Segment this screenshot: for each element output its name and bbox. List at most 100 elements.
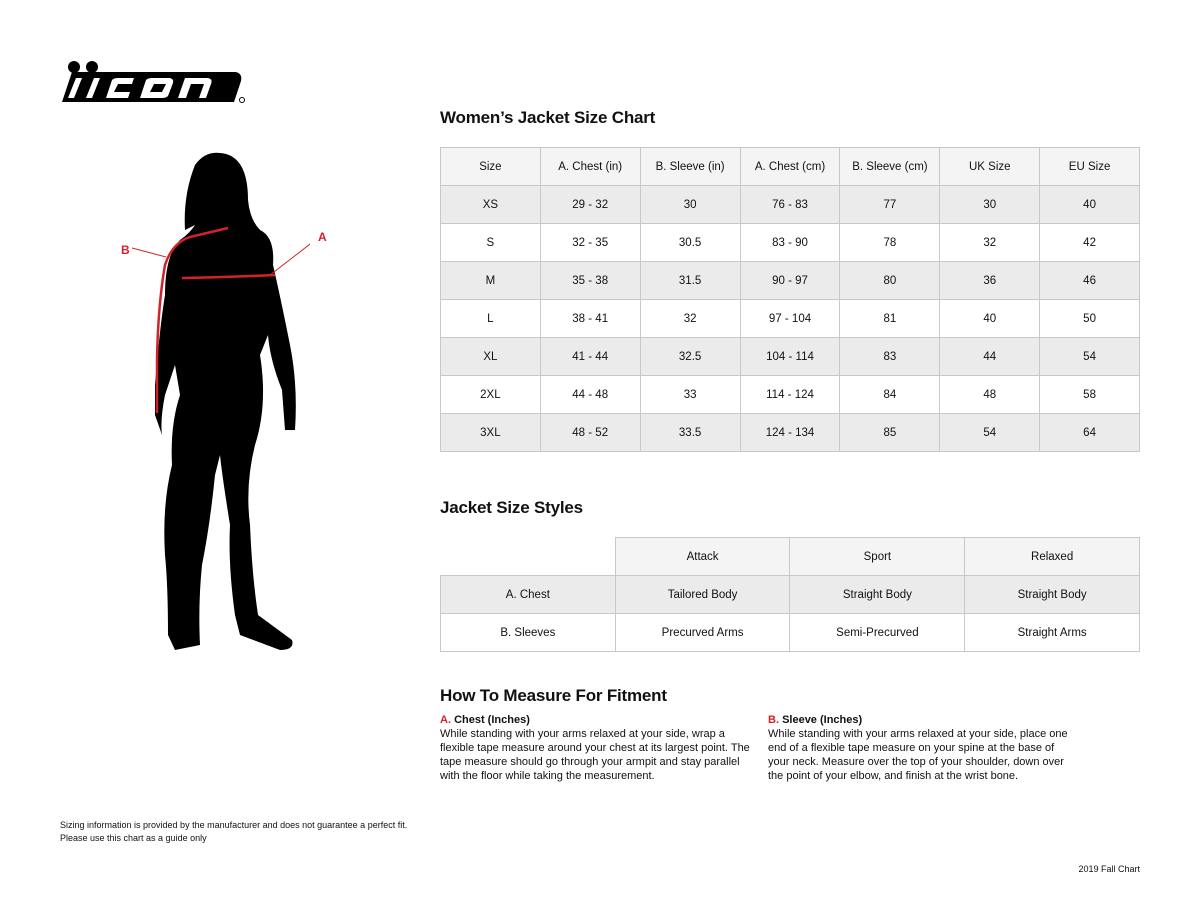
empty-corner-cell — [440, 537, 616, 576]
column-header: Attack — [614, 537, 791, 576]
table-cell: M — [440, 261, 541, 300]
table-cell: 29 - 32 — [539, 185, 641, 224]
chest-instructions: A. Chest (Inches) While standing with yo… — [440, 713, 750, 783]
column-header: B. Sleeve (cm) — [839, 147, 941, 186]
table-cell: 33 — [639, 375, 741, 414]
woman-silhouette-figure — [131, 152, 310, 650]
table-row: 2XL 44 - 48 33 114 - 124 84 48 58 — [440, 375, 1140, 414]
table-cell: Straight Arms — [964, 613, 1140, 652]
table-row: S 32 - 35 30.5 83 - 90 78 32 42 — [440, 223, 1140, 262]
table-cell: Semi-Precurved — [789, 613, 966, 652]
table-cell: 32 - 35 — [539, 223, 641, 262]
column-header: EU Size — [1039, 147, 1140, 186]
header-row: Attack Sport Relaxed — [440, 537, 1140, 576]
table-cell: 97 - 104 — [739, 299, 841, 338]
sleeve-instructions: B. Sleeve (Inches) While standing with y… — [768, 713, 1078, 783]
table-cell: 124 - 134 — [739, 413, 841, 452]
table-cell: 76 - 83 — [739, 185, 841, 224]
table-cell: 54 — [1039, 337, 1140, 376]
table-cell: 30 — [939, 185, 1041, 224]
table-cell: 90 - 97 — [739, 261, 841, 300]
column-header: Sport — [789, 537, 966, 576]
table-row: L 38 - 41 32 97 - 104 81 40 50 — [440, 299, 1140, 338]
table-cell: S — [440, 223, 541, 262]
column-header: UK Size — [939, 147, 1041, 186]
table-cell: 80 — [839, 261, 941, 300]
table-cell: 31.5 — [639, 261, 741, 300]
disclaimer-line-1: Sizing information is provided by the ma… — [60, 820, 408, 830]
table-cell: 83 — [839, 337, 941, 376]
table-cell: 44 — [939, 337, 1041, 376]
table-cell: 44 - 48 — [539, 375, 641, 414]
column-header: Size — [440, 147, 541, 186]
table-cell: 30 — [639, 185, 741, 224]
table-cell: 54 — [939, 413, 1041, 452]
table-cell: 84 — [839, 375, 941, 414]
column-header: B. Sleeve (in) — [639, 147, 741, 186]
table-cell: 2XL — [440, 375, 541, 414]
table-cell: 83 - 90 — [739, 223, 841, 262]
column-header: A. Chest (in) — [539, 147, 641, 186]
table-cell: 50 — [1039, 299, 1140, 338]
column-header: A. Chest (cm) — [739, 147, 841, 186]
chest-letter: A. — [440, 714, 451, 726]
table-cell: 78 — [839, 223, 941, 262]
table-cell: 40 — [939, 299, 1041, 338]
disclaimer-line-2: Please use this chart as a guide only — [60, 832, 207, 843]
sleeve-heading: Sleeve (Inches) — [782, 714, 863, 726]
table-row: A. Chest Tailored Body Straight Body Straig… — [440, 575, 1140, 614]
table-cell: 3XL — [440, 413, 541, 452]
table-row: XL 41 - 44 32.5 104 - 114 83 44 54 — [440, 337, 1140, 376]
table-cell: 104 - 114 — [739, 337, 841, 376]
table-cell: 114 - 124 — [739, 375, 841, 414]
header-row: Size A. Chest (in) B. Sleeve (in) A. Chest … — [440, 147, 1140, 186]
table-cell: Precurved Arms — [614, 613, 791, 652]
table-cell: XL — [440, 337, 541, 376]
table-cell: L — [440, 299, 541, 338]
row-label: B. Sleeves — [440, 613, 616, 652]
disclaimer: Sizing information is provided by the ma… — [60, 819, 407, 844]
table-row: B. Sleeves Precurved Arms Semi-Precurved St… — [440, 613, 1140, 652]
table-cell: 64 — [1039, 413, 1140, 452]
table-cell: 48 — [939, 375, 1041, 414]
table-row: M 35 - 38 31.5 90 - 97 80 36 46 — [440, 261, 1140, 300]
table-cell: 38 - 41 — [539, 299, 641, 338]
table-cell: 33.5 — [639, 413, 741, 452]
size-chart-title: Women’s Jacket Size Chart — [440, 108, 656, 127]
sleeve-letter: B. — [768, 714, 779, 726]
table-row: XS 29 - 32 30 76 - 83 77 30 40 — [440, 185, 1140, 224]
row-label: A. Chest — [440, 575, 616, 614]
table-cell: 35 - 38 — [539, 261, 641, 300]
styles-title: Jacket Size Styles — [440, 498, 583, 517]
table-cell: XS — [440, 185, 541, 224]
table-cell: 46 — [1039, 261, 1140, 300]
table-cell: Straight Body — [789, 575, 966, 614]
table-cell: 77 — [839, 185, 941, 224]
chest-text: While standing with your arms relaxed at… — [440, 728, 750, 782]
column-header: Relaxed — [964, 537, 1140, 576]
table-cell: 41 - 44 — [539, 337, 641, 376]
table-cell: 30.5 — [639, 223, 741, 262]
table-cell: 32 — [939, 223, 1041, 262]
measure-title: How To Measure For Fitment — [440, 686, 667, 705]
sleeve-text: While standing with your arms relaxed at… — [768, 728, 1068, 782]
table-cell: 42 — [1039, 223, 1140, 262]
size-chart-table: Size A. Chest (in) B. Sleeve (in) A. Chest … — [440, 147, 1140, 452]
table-cell: Tailored Body — [614, 575, 791, 614]
table-cell: 85 — [839, 413, 941, 452]
styles-table: Attack Sport Relaxed A. Chest Tailored Body S… — [440, 537, 1140, 652]
table-cell: 48 - 52 — [539, 413, 641, 452]
figure-label-a: A — [318, 230, 327, 244]
table-cell: 32 — [639, 299, 741, 338]
table-cell: 32.5 — [639, 337, 741, 376]
table-cell: 36 — [939, 261, 1041, 300]
table-cell: 40 — [1039, 185, 1140, 224]
footer-label: 2019 Fall Chart — [1078, 864, 1140, 874]
table-cell: 81 — [839, 299, 941, 338]
icon-brand-logo — [62, 61, 245, 103]
table-row: 3XL 48 - 52 33.5 124 - 134 85 54 64 — [440, 413, 1140, 452]
table-cell: 58 — [1039, 375, 1140, 414]
table-cell: Straight Body — [964, 575, 1140, 614]
figure-label-b: B — [121, 243, 130, 257]
